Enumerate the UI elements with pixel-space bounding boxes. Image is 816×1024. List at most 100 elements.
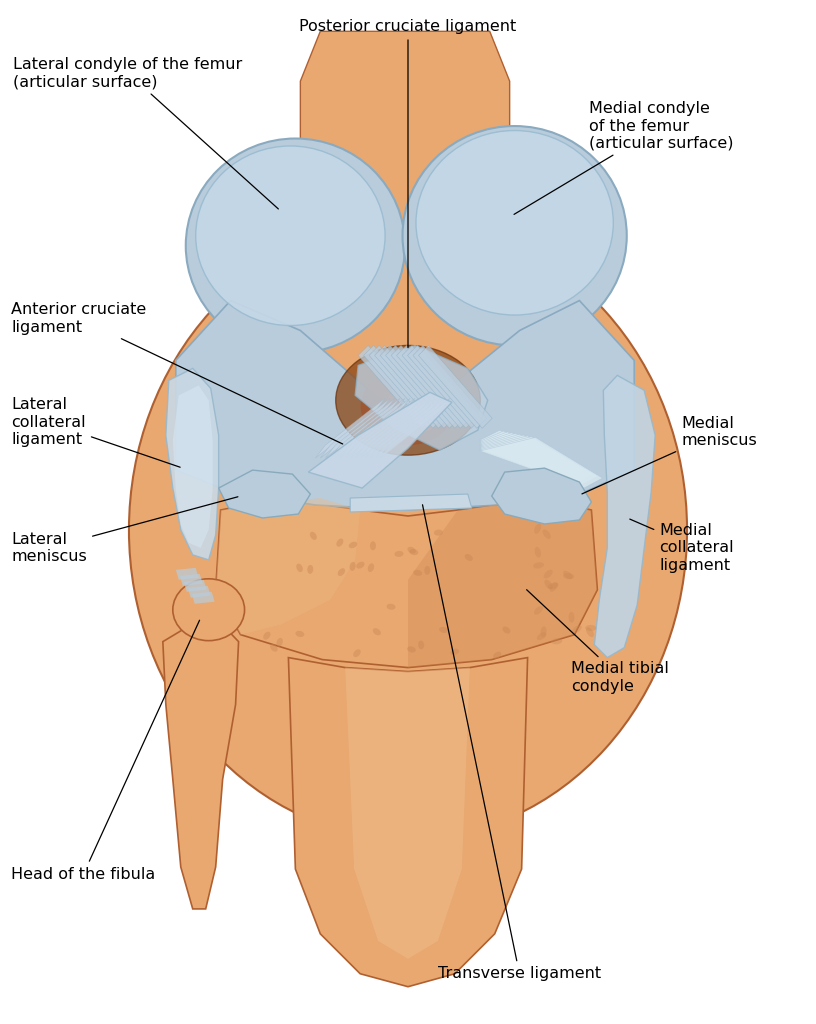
Ellipse shape <box>543 529 551 539</box>
Polygon shape <box>173 385 213 548</box>
Ellipse shape <box>464 554 472 561</box>
Text: Anterior cruciate
ligament: Anterior cruciate ligament <box>11 302 343 444</box>
Polygon shape <box>480 432 574 476</box>
Polygon shape <box>360 398 430 458</box>
Text: Transverse ligament: Transverse ligament <box>423 505 601 981</box>
Ellipse shape <box>129 221 687 839</box>
Ellipse shape <box>572 626 582 633</box>
Ellipse shape <box>544 580 552 589</box>
Ellipse shape <box>552 638 562 644</box>
Ellipse shape <box>439 627 448 633</box>
Polygon shape <box>375 398 445 458</box>
Polygon shape <box>355 345 488 451</box>
Polygon shape <box>480 436 598 486</box>
Polygon shape <box>480 434 583 480</box>
Ellipse shape <box>407 646 416 652</box>
Polygon shape <box>175 568 199 580</box>
Polygon shape <box>192 592 215 604</box>
Ellipse shape <box>385 383 445 433</box>
Polygon shape <box>315 398 385 458</box>
Ellipse shape <box>548 583 558 589</box>
Polygon shape <box>391 345 465 428</box>
Polygon shape <box>380 398 450 458</box>
Ellipse shape <box>407 547 416 554</box>
Polygon shape <box>364 345 437 428</box>
Ellipse shape <box>373 628 381 635</box>
Polygon shape <box>350 494 472 512</box>
Polygon shape <box>355 398 425 458</box>
Ellipse shape <box>338 568 345 577</box>
Polygon shape <box>321 398 390 458</box>
Polygon shape <box>340 398 410 458</box>
Polygon shape <box>345 668 470 958</box>
Polygon shape <box>594 376 655 657</box>
Ellipse shape <box>503 627 511 634</box>
Polygon shape <box>350 398 420 458</box>
Polygon shape <box>370 398 440 458</box>
Ellipse shape <box>569 611 574 623</box>
Polygon shape <box>480 435 588 482</box>
Text: Medial condyle
of the femur
(articular surface): Medial condyle of the femur (articular s… <box>514 101 734 214</box>
Ellipse shape <box>348 542 357 548</box>
Polygon shape <box>219 470 310 518</box>
Polygon shape <box>408 498 597 668</box>
Ellipse shape <box>586 628 594 637</box>
Ellipse shape <box>296 563 303 572</box>
Ellipse shape <box>357 562 365 568</box>
Polygon shape <box>345 398 415 458</box>
Polygon shape <box>375 345 448 428</box>
Text: Head of the fibula: Head of the fibula <box>11 621 200 882</box>
Text: Lateral
collateral
ligament: Lateral collateral ligament <box>11 397 180 467</box>
Ellipse shape <box>434 529 443 536</box>
Ellipse shape <box>563 573 574 580</box>
Ellipse shape <box>277 638 283 646</box>
Text: Lateral condyle of the femur
(articular surface): Lateral condyle of the femur (articular … <box>13 57 278 209</box>
Polygon shape <box>335 398 405 458</box>
Ellipse shape <box>370 542 376 550</box>
Text: Lateral
meniscus: Lateral meniscus <box>11 497 238 564</box>
Text: Medial
meniscus: Medial meniscus <box>582 416 756 494</box>
Ellipse shape <box>336 539 344 547</box>
Ellipse shape <box>534 606 543 614</box>
Ellipse shape <box>394 551 403 557</box>
Ellipse shape <box>424 566 430 574</box>
Ellipse shape <box>402 126 627 345</box>
Ellipse shape <box>308 565 313 573</box>
Polygon shape <box>480 433 579 478</box>
Polygon shape <box>419 345 492 428</box>
Ellipse shape <box>550 583 558 592</box>
Polygon shape <box>188 586 211 598</box>
Ellipse shape <box>540 627 547 637</box>
Ellipse shape <box>387 604 396 609</box>
Polygon shape <box>215 498 597 668</box>
Polygon shape <box>326 398 395 458</box>
Polygon shape <box>480 432 569 474</box>
Polygon shape <box>308 392 452 488</box>
Ellipse shape <box>585 625 596 631</box>
Text: Medial tibial
condyle: Medial tibial condyle <box>526 590 669 693</box>
Ellipse shape <box>361 368 455 445</box>
Ellipse shape <box>534 547 541 558</box>
Polygon shape <box>480 436 593 484</box>
Polygon shape <box>365 398 435 458</box>
Polygon shape <box>480 430 560 470</box>
Polygon shape <box>300 32 510 241</box>
Polygon shape <box>358 345 432 428</box>
Text: Medial
collateral
ligament: Medial collateral ligament <box>630 519 734 572</box>
Ellipse shape <box>353 649 361 657</box>
Polygon shape <box>402 345 476 428</box>
Polygon shape <box>288 657 528 987</box>
Ellipse shape <box>534 523 541 534</box>
Polygon shape <box>215 498 360 635</box>
Ellipse shape <box>310 531 317 540</box>
Polygon shape <box>184 580 206 592</box>
Ellipse shape <box>186 138 405 353</box>
Ellipse shape <box>264 632 270 640</box>
Text: Posterior cruciate ligament: Posterior cruciate ligament <box>299 19 517 348</box>
Ellipse shape <box>418 640 424 649</box>
Ellipse shape <box>410 549 419 555</box>
Polygon shape <box>175 301 634 510</box>
Polygon shape <box>386 345 459 428</box>
Ellipse shape <box>270 644 277 651</box>
Ellipse shape <box>349 562 356 570</box>
